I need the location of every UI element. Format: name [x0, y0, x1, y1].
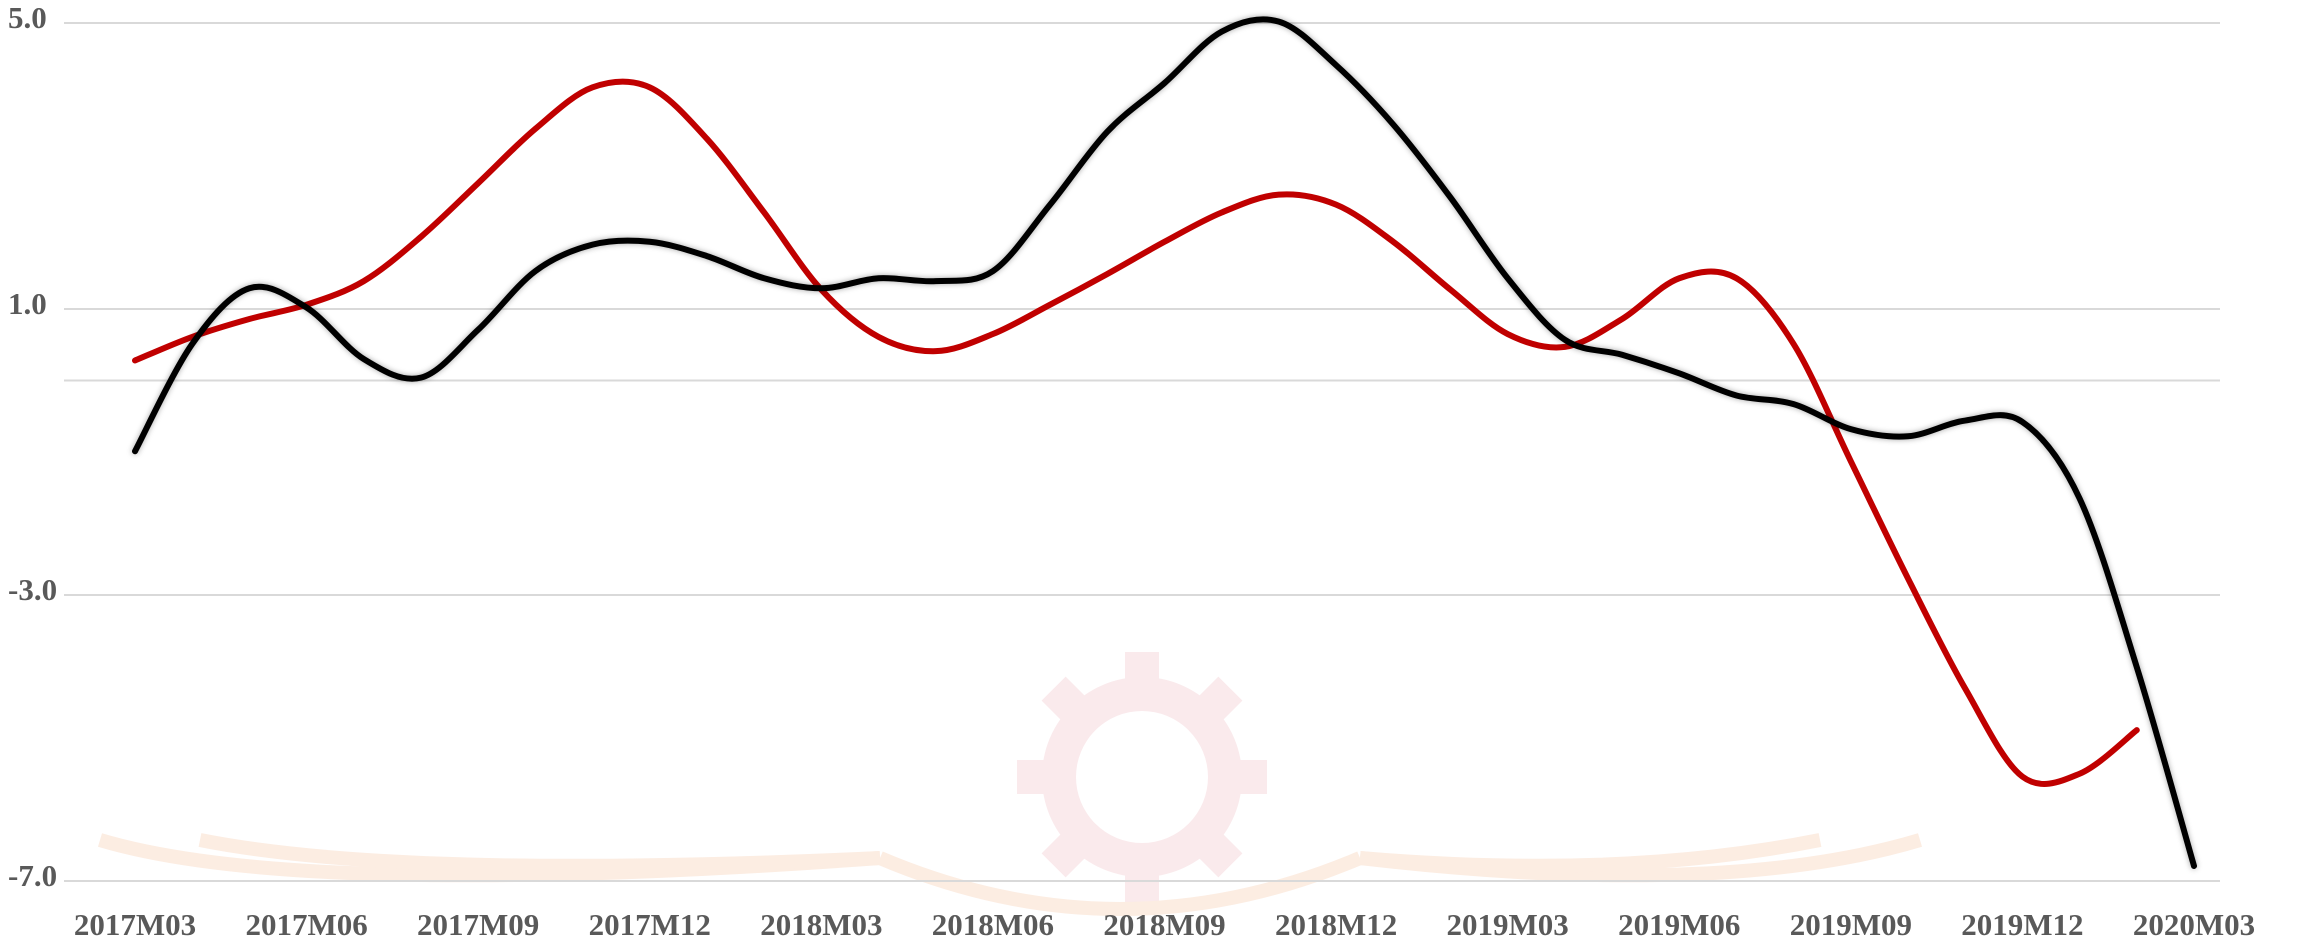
- x-tick-label: 2018M03: [760, 907, 882, 942]
- x-tick-label: 2018M09: [1103, 907, 1225, 942]
- x-tick-label: 2017M06: [245, 907, 367, 942]
- y-tick-label: -7.0: [8, 858, 57, 893]
- y-tick-label: 5.0: [8, 0, 47, 35]
- y-tick-label: 1.0: [8, 286, 47, 321]
- x-tick-label: 2017M03: [74, 907, 196, 942]
- x-tick-label: 2019M09: [1790, 907, 1912, 942]
- watermark: [97, 600, 1923, 945]
- y-tick-label: -3.0: [8, 572, 57, 607]
- plot: -7.0 -3.0 1.0 5.0 2017M03 2017M06 2017M09 2017M…: [8, 0, 2255, 942]
- x-tick-label: 2017M12: [589, 907, 711, 942]
- series-line: [132, 16, 2197, 869]
- x-tick-label: 2019M06: [1618, 907, 1740, 942]
- x-tick-label: 2018M12: [1275, 907, 1397, 942]
- x-tick-label: 2019M12: [1961, 907, 2083, 942]
- x-tick-label: 2017M09: [417, 907, 539, 942]
- x-tick-label: 2018M06: [932, 907, 1054, 942]
- x-tick-label: 2019M03: [1447, 907, 1569, 942]
- series-line: [132, 78, 2140, 787]
- x-tick-label: 2020M03: [2133, 907, 2255, 942]
